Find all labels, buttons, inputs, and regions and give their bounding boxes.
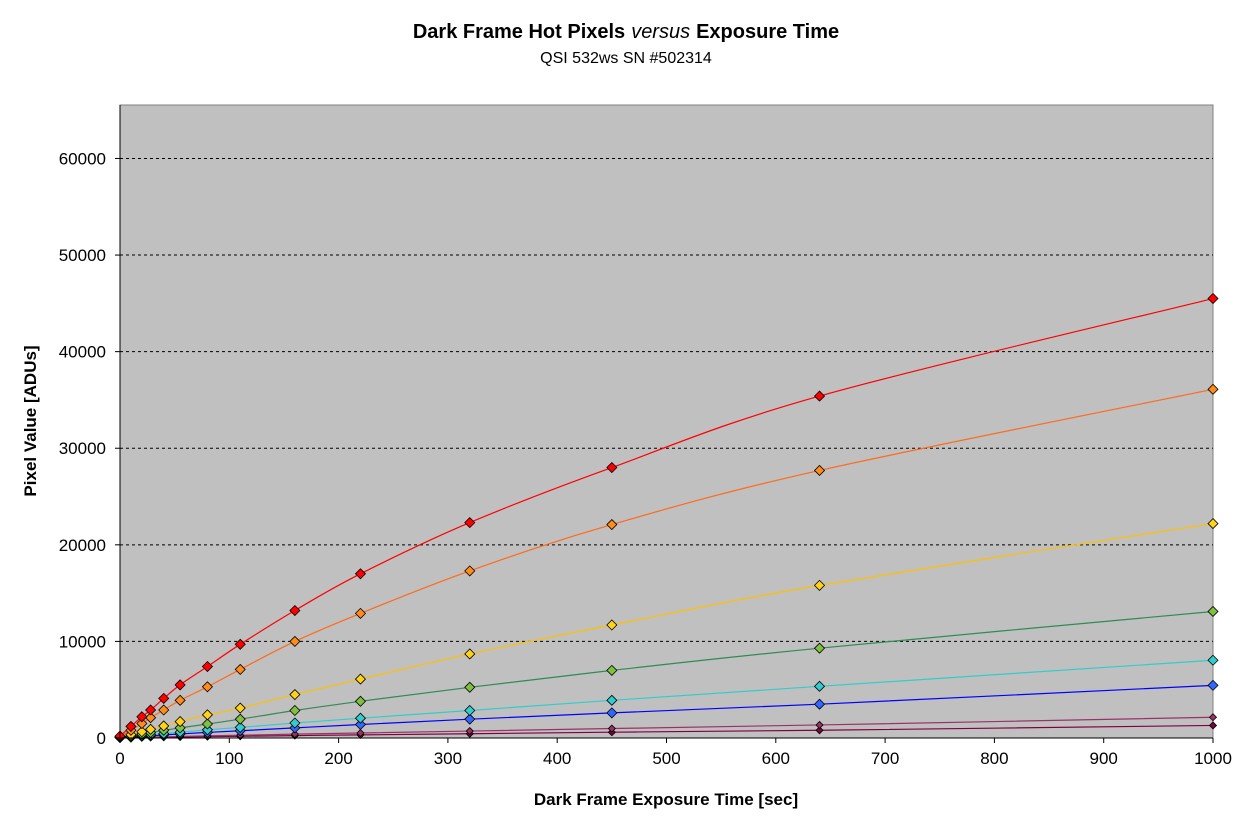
x-tick-label-0: 0 bbox=[115, 749, 124, 768]
series-0-point-12 bbox=[813, 390, 826, 402]
series-6-point-11 bbox=[607, 724, 616, 733]
series-4-point-11 bbox=[606, 694, 618, 706]
series-1-point-6 bbox=[201, 681, 214, 693]
series-1-point-13 bbox=[1207, 383, 1219, 395]
series-5-point-9 bbox=[354, 718, 367, 731]
series-1-point-10 bbox=[464, 565, 476, 577]
series-0-point-6 bbox=[201, 660, 214, 673]
series-0-point-13 bbox=[1207, 292, 1219, 305]
x-tick-label-7: 700 bbox=[871, 749, 899, 768]
series-0-point-3 bbox=[145, 704, 157, 716]
x-tick-label-1: 100 bbox=[215, 749, 243, 768]
series-6-point-13 bbox=[1208, 713, 1218, 722]
y-tick-label-5: 50000 bbox=[59, 246, 106, 265]
series-2-point-9 bbox=[354, 673, 367, 685]
series-1-point-3 bbox=[145, 712, 157, 724]
series-6-point-9 bbox=[356, 728, 365, 738]
series-0-point-1 bbox=[125, 720, 137, 732]
series-3-point-12 bbox=[813, 642, 826, 654]
series-2-point-13 bbox=[1207, 518, 1219, 530]
series-2-point-11 bbox=[606, 619, 618, 631]
x-tick-label-8: 800 bbox=[980, 749, 1008, 768]
series-5-point-11 bbox=[606, 707, 618, 719]
series-1-point-11 bbox=[606, 518, 618, 531]
series-2-point-7 bbox=[234, 702, 246, 714]
plot-area bbox=[119, 104, 1214, 739]
series-1-point-9 bbox=[354, 607, 367, 619]
series-4-point-13 bbox=[1207, 654, 1219, 666]
x-tick-label-4: 400 bbox=[543, 749, 571, 768]
y-tick-label-0: 0 bbox=[97, 729, 106, 748]
series-3-point-7 bbox=[234, 713, 246, 725]
series-1-point-2 bbox=[136, 717, 148, 730]
axes: 0 100 200 300 400 500 600 700 800 900 100001000020… bbox=[59, 105, 1232, 768]
series-4-point-7 bbox=[234, 721, 246, 733]
x-tick-label-9: 900 bbox=[1090, 749, 1118, 768]
series-2-point-2 bbox=[136, 726, 148, 738]
series-3-point-5 bbox=[174, 722, 186, 734]
series-1-point-4 bbox=[158, 704, 170, 716]
x-tick-label-3: 300 bbox=[434, 749, 462, 768]
series-1-point-7 bbox=[234, 663, 246, 675]
series-3-point-8 bbox=[289, 704, 301, 717]
series-0-point-8 bbox=[289, 604, 301, 617]
y-tick-label-4: 40000 bbox=[59, 343, 106, 362]
series-0-point-5 bbox=[174, 679, 186, 691]
series-2-point-4 bbox=[158, 720, 170, 732]
y-tick-label-2: 20000 bbox=[59, 536, 106, 555]
series-0-point-2 bbox=[136, 711, 148, 723]
x-tick-label-10: 1000 bbox=[1194, 749, 1232, 768]
series-5-point-12 bbox=[813, 698, 826, 710]
series-3-point-11 bbox=[606, 664, 618, 676]
chart-title-main: Dark Frame Hot Pixels bbox=[413, 21, 625, 43]
x-tick-label-5: 500 bbox=[652, 749, 680, 768]
series-0-point-7 bbox=[234, 638, 246, 650]
series-4-point-10 bbox=[464, 704, 476, 717]
series-4-point-12 bbox=[813, 680, 826, 692]
series-0-point-10 bbox=[464, 517, 476, 529]
series-3-point-6 bbox=[201, 718, 214, 730]
chart-title-italic: versus bbox=[631, 21, 690, 43]
series-3-point-10 bbox=[464, 681, 476, 693]
series-0-point-9 bbox=[354, 568, 367, 580]
chart-title: Dark Frame Hot Pixels versus Exposure Time bbox=[413, 21, 839, 43]
chart-subtitle: QSI 532ws SN #502314 bbox=[540, 50, 712, 67]
series-2-point-6 bbox=[201, 709, 214, 721]
series-1-point-8 bbox=[289, 635, 301, 647]
series-6-point-10 bbox=[465, 726, 474, 736]
series-7-point-13 bbox=[1208, 721, 1218, 730]
grid-lines bbox=[120, 157, 1213, 642]
series-5-point-13 bbox=[1207, 679, 1219, 691]
series-3-point-9 bbox=[354, 695, 367, 707]
series-4-point-9 bbox=[354, 712, 367, 724]
y-tick-label-6: 60000 bbox=[59, 149, 106, 168]
chart-title-end: Exposure Time bbox=[696, 21, 839, 43]
y-tick-label-1: 10000 bbox=[59, 632, 106, 651]
series-0-point-11 bbox=[606, 461, 618, 474]
x-tick-label-2: 200 bbox=[324, 749, 352, 768]
series-4-point-6 bbox=[201, 724, 214, 736]
series-2-point-8 bbox=[289, 688, 301, 701]
series-7-point-12 bbox=[815, 726, 824, 735]
series-5-point-10 bbox=[464, 713, 476, 725]
series-6-point-12 bbox=[815, 720, 824, 730]
series-2-point-12 bbox=[813, 579, 826, 591]
y-axis-title: Pixel Value [ADUs] bbox=[21, 345, 40, 496]
series-group bbox=[114, 292, 1219, 744]
series-1-point-5 bbox=[174, 694, 186, 706]
series-0-point-4 bbox=[158, 692, 170, 704]
x-tick-label-6: 600 bbox=[762, 749, 790, 768]
x-axis-title: Dark Frame Exposure Time [sec] bbox=[534, 790, 798, 809]
y-tick-label-3: 30000 bbox=[59, 439, 106, 458]
series-1-point-12 bbox=[813, 464, 826, 477]
series-2-point-10 bbox=[464, 648, 476, 660]
series-4-point-8 bbox=[289, 717, 301, 729]
series-2-point-5 bbox=[174, 716, 186, 728]
series-3-point-13 bbox=[1207, 605, 1219, 618]
series-2-point-3 bbox=[145, 723, 157, 735]
